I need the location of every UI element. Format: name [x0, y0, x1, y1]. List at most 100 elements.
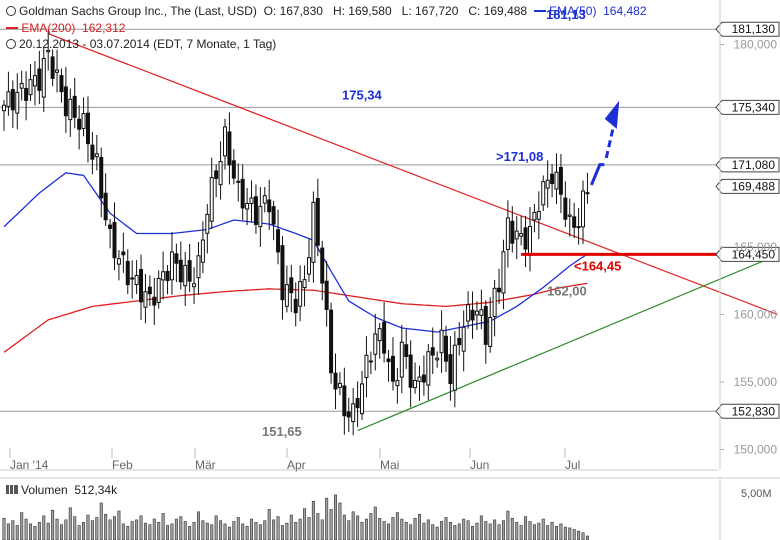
candle-body [2, 104, 6, 112]
volume-bar [157, 521, 161, 540]
annotation-label: 162,00 [547, 284, 587, 299]
price-level-label: 175,340 [732, 100, 776, 114]
volume-bar [201, 520, 205, 540]
volume-bar [117, 510, 121, 540]
volume-bar [369, 513, 373, 540]
volume-bar [303, 508, 307, 540]
chart-title: Goldman Sachs Group Inc., The (Last, USD… [19, 4, 257, 18]
candle-body [192, 283, 197, 288]
volume-bar [24, 518, 28, 540]
candle-body [550, 173, 555, 185]
candle-body [249, 197, 254, 205]
ema200-label: EMA(200) [21, 21, 76, 35]
volume-bar [196, 511, 200, 540]
candle-body [514, 230, 519, 240]
candle-body [536, 211, 541, 220]
candle-body [77, 118, 82, 130]
volume-bar [59, 524, 63, 540]
y-tick-label: 180,000 [734, 38, 778, 52]
candle-body [439, 329, 444, 354]
volume-header: Volumen 512,34k [6, 483, 117, 497]
volume-bar [524, 516, 528, 540]
gear-icon[interactable] [6, 6, 16, 16]
volume-bar [320, 519, 324, 540]
ema200-value: 162,312 [82, 21, 126, 35]
volume-bar [329, 509, 333, 540]
volume-bar [113, 516, 117, 540]
candle-body [103, 192, 108, 221]
price-level-label: 181,130 [732, 22, 776, 36]
volume-bar [391, 517, 395, 540]
price-level-label: 169,488 [732, 179, 776, 193]
candle-body [262, 195, 267, 204]
candle-body [55, 69, 60, 73]
candle-body [130, 277, 135, 280]
candle-body [169, 251, 174, 281]
candle-body [466, 304, 471, 322]
volume-bar [493, 519, 497, 540]
chart-annotations: 181,13 175,34 >171,08 <164,45 162,00 151,65 [262, 7, 718, 439]
candle-body [298, 281, 303, 307]
price-level-box [715, 246, 780, 262]
candle-body [152, 296, 157, 306]
volume-bar [532, 524, 536, 540]
price-level-box [715, 403, 780, 419]
volume-bar [462, 518, 466, 540]
volume-bar [51, 509, 55, 540]
volume-bar [99, 502, 103, 540]
candle-body [28, 79, 33, 96]
volume-bar [241, 523, 245, 540]
candle-body [50, 56, 55, 79]
volume-bar [546, 525, 550, 540]
y-tick-label: 150,000 [734, 443, 778, 457]
candle-body [413, 379, 418, 389]
candle-body [417, 376, 422, 382]
candle-body [355, 398, 360, 409]
candle-body [178, 259, 183, 283]
candle-body [209, 177, 214, 222]
volume-bar [356, 515, 360, 540]
volume-bar [148, 524, 152, 540]
x-tick-label: Mai [380, 458, 399, 472]
volume-bar [214, 515, 218, 540]
volume-bar [537, 522, 541, 540]
candle-body [19, 83, 24, 89]
candle-body [377, 328, 382, 342]
price-level-box [715, 157, 780, 173]
candle-body [567, 214, 572, 217]
header-line-2: EMA(200) 162,312 [6, 21, 125, 35]
candle-body [134, 274, 139, 286]
volume-bar [263, 520, 267, 540]
candle-body [37, 68, 42, 91]
candle-body [505, 217, 510, 250]
volume-bar [272, 519, 276, 540]
annotation-label: 181,13 [546, 7, 586, 22]
time-axis: Jan '14 Feb Mär Apr Mai Jun Jul [0, 448, 718, 472]
volume-bar [42, 515, 46, 540]
candle-body [108, 224, 113, 229]
candle-body [253, 196, 258, 225]
volume-bar [143, 522, 147, 540]
volume-bar [254, 521, 258, 540]
candle-body [81, 113, 86, 129]
candle-body [452, 344, 457, 391]
candle-body [267, 199, 272, 213]
volume-bar [29, 523, 33, 540]
candle-body [554, 171, 559, 190]
candle-body [448, 354, 453, 384]
y-tick-label: 160,000 [734, 308, 778, 322]
volume-bar [360, 521, 364, 540]
candle-body [545, 179, 550, 189]
candle-body [519, 233, 524, 237]
candle-body [311, 201, 316, 263]
candle-body [85, 112, 90, 145]
candle-body [121, 251, 126, 256]
candle-body [125, 260, 130, 286]
volume-bar [55, 518, 59, 540]
volume-bar [510, 517, 514, 540]
ohlc-readout: O: 167,830 H: 169,580 L: 167,720 C: 169,… [263, 4, 528, 18]
x-tick-label: Jul [565, 458, 580, 472]
candle-body [483, 305, 488, 345]
volume-bar [395, 512, 399, 540]
volume-bar [333, 494, 337, 540]
